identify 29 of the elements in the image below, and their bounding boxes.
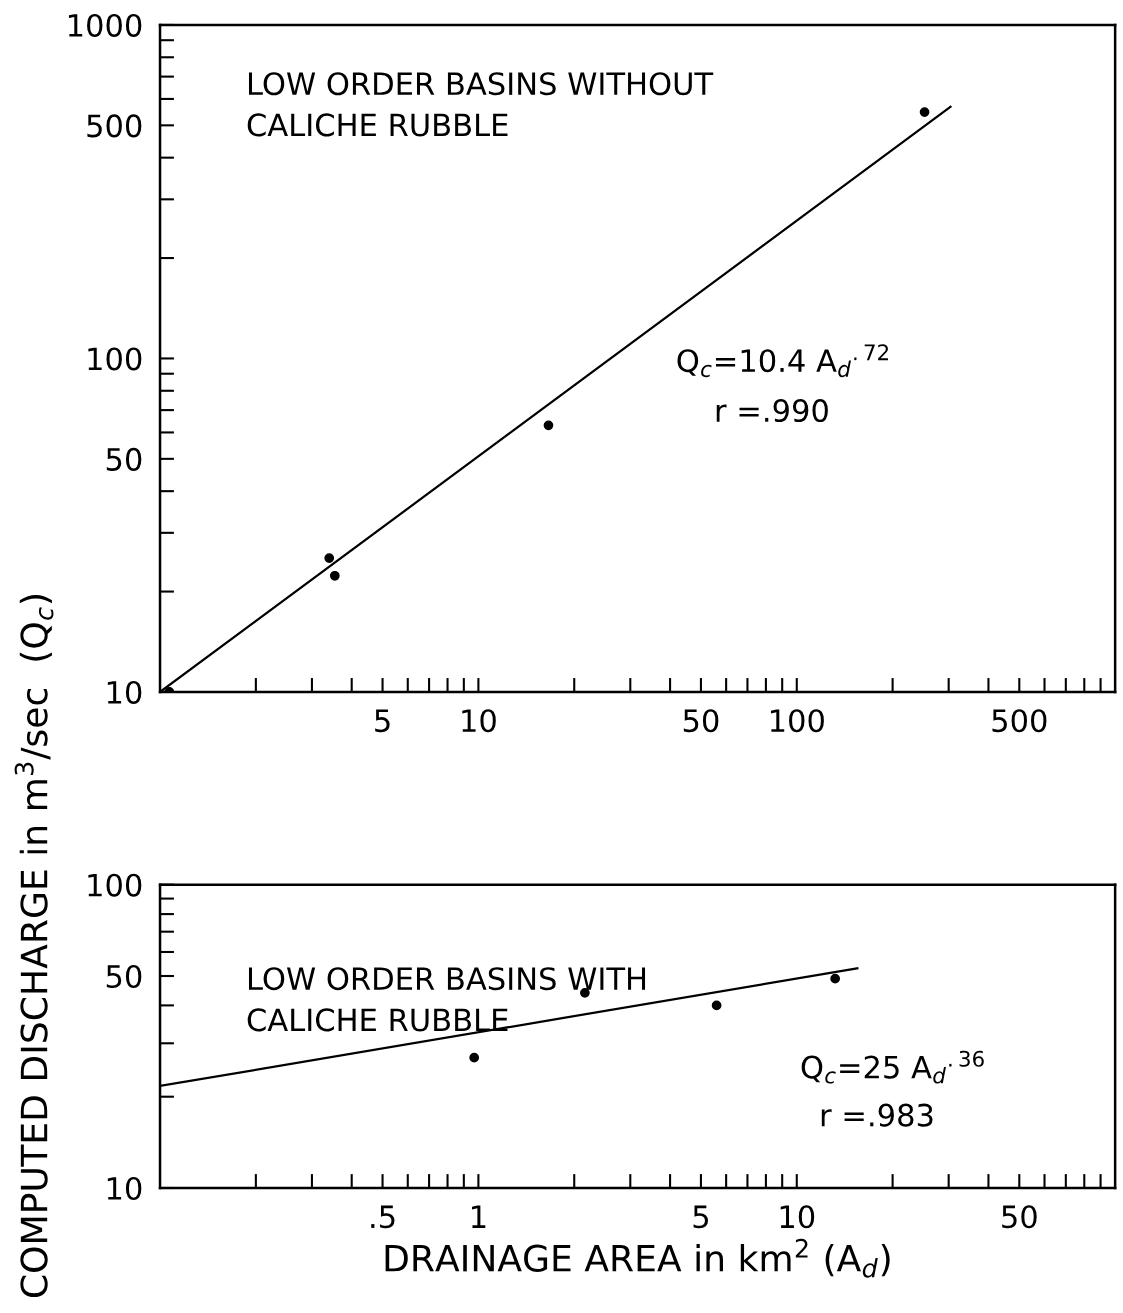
x-tick-label: 50	[683, 709, 719, 733]
x-tick-label: 5	[375, 709, 390, 733]
x-tick-label: 500	[992, 709, 1047, 733]
annotation: r =.983	[821, 1103, 933, 1127]
y-tick-label: 10	[107, 680, 142, 704]
x-tick-label: 100	[770, 709, 824, 733]
point	[830, 973, 841, 984]
x-axis-title: DRAINAGE AREA in km$^{2}$ (A$_{d}$)	[385, 1238, 890, 1278]
annotation: Q$_{c}$=25 A$_{d}$$^{.36}$	[801, 1050, 984, 1084]
point	[711, 1000, 722, 1011]
point	[469, 1052, 480, 1063]
y-tick-label: 50	[106, 964, 142, 989]
x-tick-label: 1	[472, 1205, 486, 1228]
annotation: LOW ORDER BASINS WITHOUT CALICHE RUBBLE	[247, 72, 714, 137]
x-tick-label: 50	[1002, 1205, 1037, 1229]
y-tick-label: 50	[106, 447, 142, 471]
x-tick-label: 5	[693, 1205, 708, 1229]
y-axis-title: COMPUTED DISCHARGE in m$^{3}$/sec (Q$_{c}$)	[14, 595, 54, 1298]
y-tick-label: 100	[88, 873, 142, 897]
y-tick-label: 10	[107, 1176, 142, 1201]
y-tick-label: 1000	[68, 13, 142, 37]
annotation: Q$_{c}$=10.4 A$_{d}$$^{.72}$	[677, 344, 889, 378]
annotation: LOW ORDER BASINS WITH CALICHE RUBBLE	[247, 967, 646, 1032]
x-tick-label: 10	[780, 1205, 815, 1229]
annotation: r =.990	[716, 399, 828, 423]
x-tick-label: 10	[462, 709, 496, 733]
y-tick-label: 500	[87, 114, 142, 138]
y-tick-label: 100	[88, 347, 142, 371]
x-tick-label: .5	[371, 1205, 395, 1229]
